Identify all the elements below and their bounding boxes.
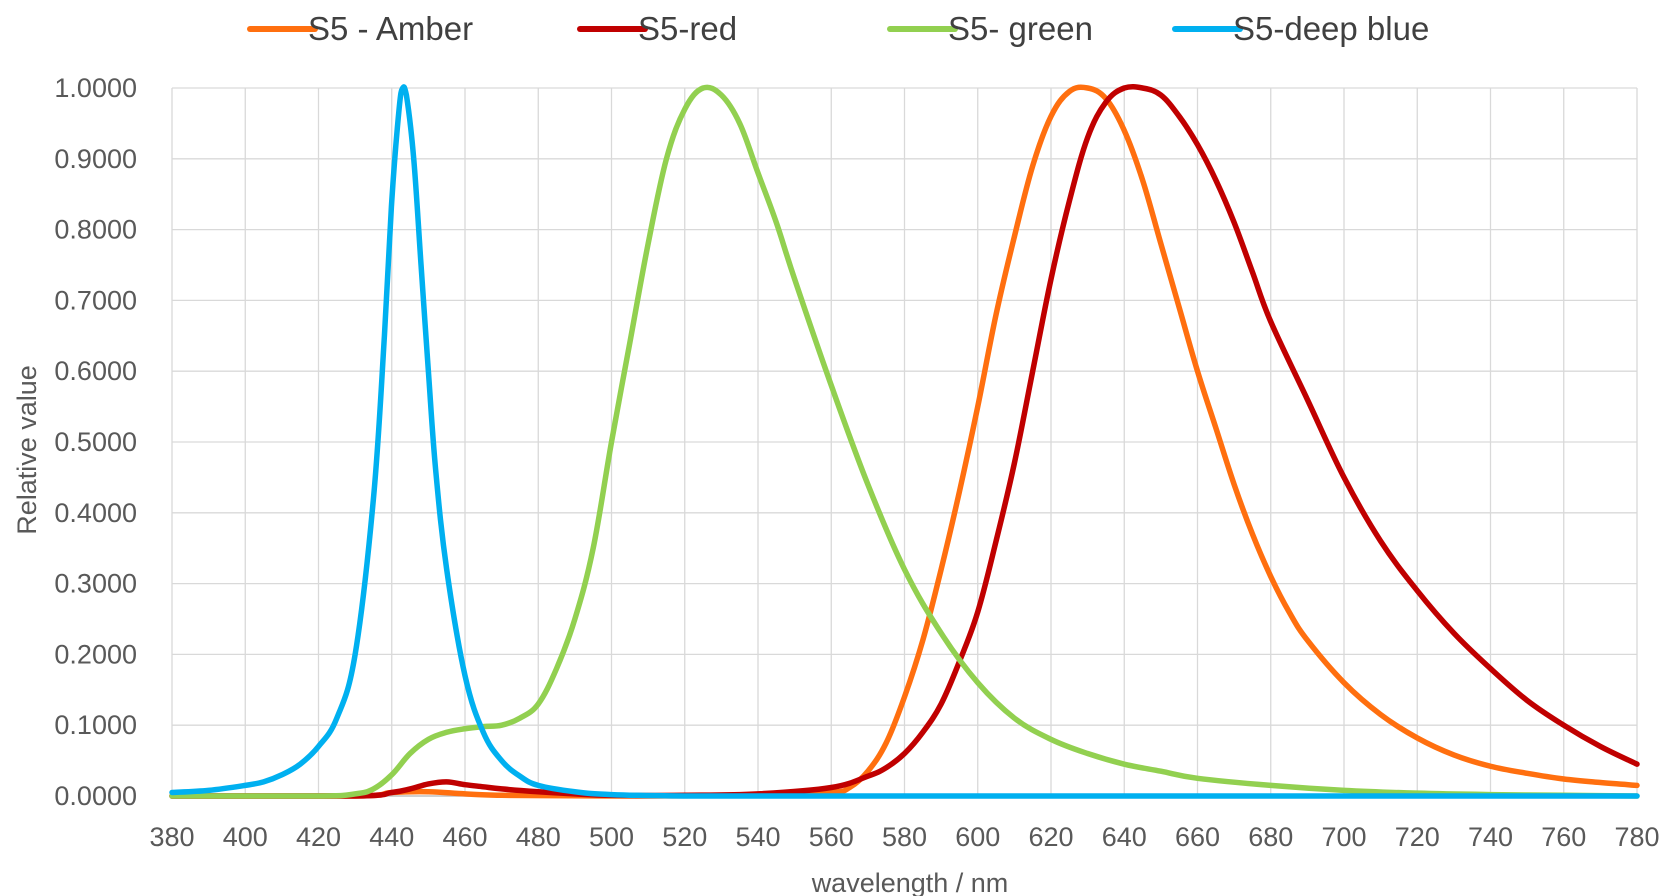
y-tick-label: 0.3000 xyxy=(54,569,137,599)
x-tick-label: 540 xyxy=(735,822,780,852)
x-tick-label: 720 xyxy=(1395,822,1440,852)
y-tick-label: 0.2000 xyxy=(54,639,137,669)
x-tick-label: 460 xyxy=(442,822,487,852)
x-tick-label: 740 xyxy=(1468,822,1513,852)
x-tick-label: 620 xyxy=(1028,822,1073,852)
legend-label: S5- green xyxy=(948,10,1093,47)
legend-label: S5 - Amber xyxy=(308,10,473,47)
x-tick-label: 580 xyxy=(882,822,927,852)
x-axis-title: wavelength / nm xyxy=(811,868,1009,896)
series-line-1 xyxy=(169,84,1640,799)
y-tick-label: 0.6000 xyxy=(54,356,137,386)
x-tick-label: 700 xyxy=(1321,822,1366,852)
legend-item: S5-deep blue xyxy=(1172,10,1429,47)
legend-item: S5 - Amber xyxy=(247,10,473,47)
x-tick-label: 420 xyxy=(296,822,341,852)
y-tick-label: 0.5000 xyxy=(54,427,137,457)
series-line-2 xyxy=(169,84,1640,799)
x-tick-label: 520 xyxy=(662,822,707,852)
legend-label: S5-red xyxy=(638,10,737,47)
x-tick-label: 600 xyxy=(955,822,1000,852)
series-lines xyxy=(169,84,1640,799)
y-tick-label: 1.0000 xyxy=(54,73,137,103)
x-tick-label: 780 xyxy=(1614,822,1659,852)
y-tick-label: 0.1000 xyxy=(54,710,137,740)
axes: 380 400 420 440 460 480 500 520 540 560 580 600 620 6… xyxy=(54,73,1659,852)
x-tick-label: 380 xyxy=(149,822,194,852)
legend-label: S5-deep blue xyxy=(1233,10,1429,47)
x-tick-label: 560 xyxy=(809,822,854,852)
x-tick-label: 440 xyxy=(369,822,414,852)
y-tick-label: 0.0000 xyxy=(54,781,137,811)
x-tick-label: 400 xyxy=(223,822,268,852)
legend-item: S5- green xyxy=(887,10,1093,47)
x-tick-label: 480 xyxy=(516,822,561,852)
legend-item: S5-red xyxy=(577,10,737,47)
x-tick-label: 680 xyxy=(1248,822,1293,852)
y-axis-title: Relative value xyxy=(12,365,42,535)
y-tick-label: 0.8000 xyxy=(54,215,137,245)
y-tick-label: 0.9000 xyxy=(54,144,137,174)
legend: S5 - Amber S5-red S5- green S5-deep blue xyxy=(247,10,1429,47)
x-tick-label: 640 xyxy=(1102,822,1147,852)
x-tick-label: 760 xyxy=(1541,822,1586,852)
y-tick-label: 0.4000 xyxy=(54,498,137,528)
y-tick-label: 0.7000 xyxy=(54,285,137,315)
x-tick-label: 660 xyxy=(1175,822,1220,852)
series-line-3 xyxy=(169,84,1640,799)
x-tick-label: 500 xyxy=(589,822,634,852)
